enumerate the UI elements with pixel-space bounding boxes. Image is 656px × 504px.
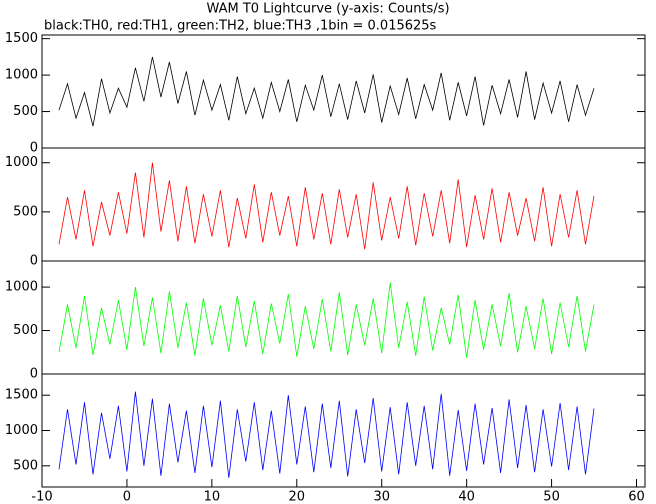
frame [41, 260, 646, 375]
x-tick-label: 20 [289, 490, 306, 504]
x-tick-label: 40 [458, 490, 475, 504]
x-tick-label: 10 [204, 490, 221, 504]
x-tick-label: 60 [628, 490, 645, 504]
x-tick-label: -10 [31, 490, 52, 504]
frame [41, 373, 646, 488]
x-tick-label: 30 [373, 490, 390, 504]
panel [58, 391, 595, 478]
y-tick-label: 500 [13, 458, 38, 473]
y-tick-label: 500 [13, 204, 38, 219]
y-tick-label: 1500 [5, 31, 38, 46]
y-tick-label: 0 [30, 367, 38, 382]
frame [41, 147, 646, 262]
y-tick-label: 1000 [5, 155, 38, 170]
y-tick-label: 500 [13, 104, 38, 119]
y-tick-label: 0 [30, 141, 38, 156]
panel [58, 162, 595, 250]
y-tick-label: 1000 [5, 68, 38, 83]
panel [58, 56, 595, 127]
light-curve [58, 391, 595, 478]
y-tick-label: 1000 [5, 280, 38, 295]
light-curve [58, 282, 595, 358]
x-tick-label: 50 [543, 490, 560, 504]
x-tick-label: 0 [123, 490, 131, 504]
panel [58, 282, 595, 358]
chart-title: WAM T0 Lightcurve (y-axis: Counts/s) [206, 2, 449, 17]
light-curve [58, 162, 595, 250]
y-tick-label: 500 [13, 323, 38, 338]
frame [41, 34, 646, 149]
y-tick-label: 1500 [5, 388, 38, 403]
y-tick-label: 0 [30, 254, 38, 269]
chart-subtitle: black:TH0, red:TH1, green:TH2, blue:TH3 … [44, 19, 437, 34]
y-tick-label: 1000 [5, 423, 38, 438]
light-curve [58, 56, 595, 127]
